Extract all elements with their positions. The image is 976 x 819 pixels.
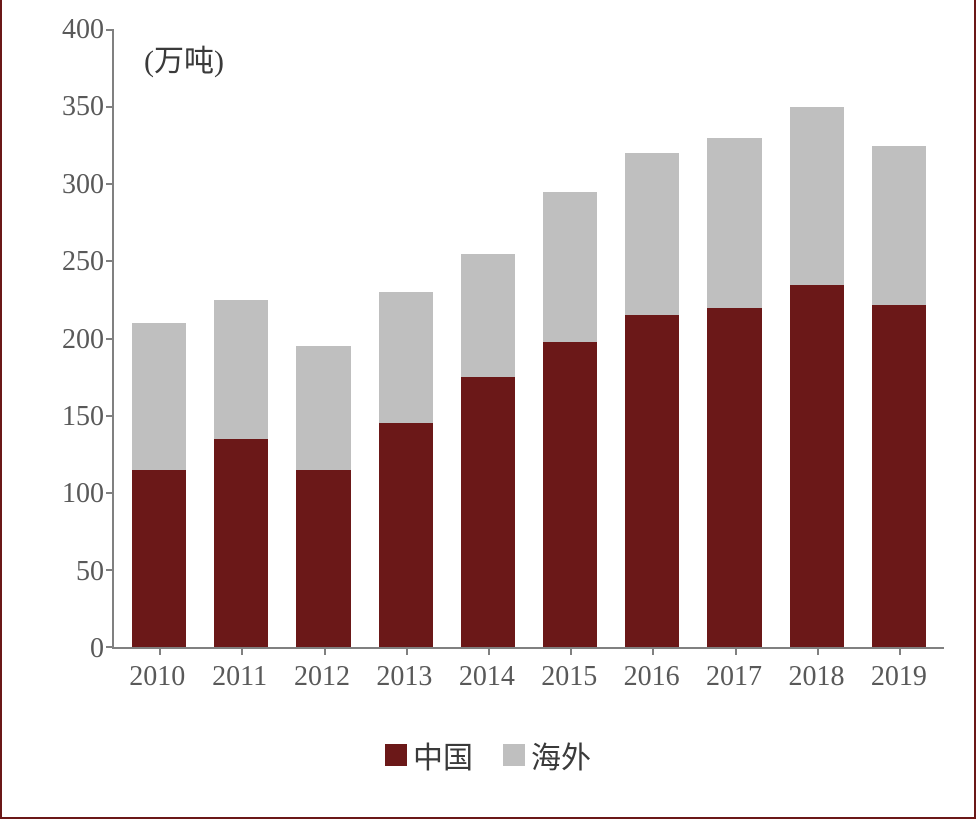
x-tick-label: 2015 [528,649,610,693]
bar-column [776,30,858,647]
legend-item: 中国 [385,733,473,777]
y-tick-label: 250 [62,246,104,278]
x-tick-mark [899,647,901,655]
x-tick-label: 2014 [446,649,528,693]
bar-segment [625,315,679,647]
bar-segment [872,146,926,305]
bar-segment [790,107,844,284]
bar-segment [296,470,350,647]
bar-column [858,30,940,647]
y-tick-label: 350 [62,91,104,123]
x-tick-label: 2011 [198,649,280,693]
bar-segment [543,192,597,342]
bar-segment [543,342,597,647]
bar-stack [214,300,268,647]
legend-swatch [385,744,407,766]
y-tick-label: 100 [62,478,104,510]
bar-segment [461,377,515,647]
bar-segment [872,305,926,647]
bar-column [365,30,447,647]
bar-stack [872,146,926,647]
bar-stack [296,346,350,647]
bar-segment [379,423,433,647]
legend-swatch [503,744,525,766]
x-tick-mark [159,647,161,655]
x-axis: 2010201120122013201420152016201720182019 [112,649,944,693]
bar-stack [461,254,515,647]
y-tick-label: 0 [90,633,104,665]
x-tick-mark [570,647,572,655]
y-tick-label: 50 [76,556,104,588]
y-tick-mark [106,29,114,31]
y-tick-label: 400 [62,14,104,46]
y-axis: 050100150200250300350400 [32,30,112,649]
y-tick-mark [106,415,114,417]
x-tick-label: 2018 [775,649,857,693]
legend-label: 中国 [413,733,473,777]
bar-segment [707,138,761,308]
y-tick-mark [106,646,114,648]
x-tick-label: 2013 [363,649,445,693]
legend-item: 海外 [503,733,591,777]
y-tick-mark [106,106,114,108]
bar-stack [790,107,844,647]
bars-group [114,30,944,647]
bar-stack [379,292,433,647]
plot-row: 050100150200250300350400 (万吨) [32,30,944,649]
bar-segment [625,153,679,315]
plot-area: (万吨) [112,30,944,649]
legend-label: 海外 [531,733,591,777]
x-tick-label: 2016 [610,649,692,693]
y-tick-mark [106,183,114,185]
y-tick-mark [106,569,114,571]
bar-stack [543,192,597,647]
x-tick-mark [652,647,654,655]
x-tick-mark [735,647,737,655]
x-tick-mark [324,647,326,655]
bar-segment [379,292,433,423]
bar-column [529,30,611,647]
bar-column [282,30,364,647]
x-tick-mark [241,647,243,655]
bar-stack [625,153,679,647]
chart-frame: 050100150200250300350400 (万吨) 2010201120… [0,0,976,819]
y-tick-label: 150 [62,401,104,433]
x-tick-label: 2010 [116,649,198,693]
bar-stack [707,138,761,647]
x-tick-mark [488,647,490,655]
x-tick-mark [817,647,819,655]
bar-segment [214,439,268,647]
x-tick-label: 2012 [281,649,363,693]
bar-column [447,30,529,647]
bar-segment [707,308,761,647]
bar-segment [132,470,186,647]
bar-column [118,30,200,647]
x-tick-label: 2019 [858,649,940,693]
bar-segment [132,323,186,470]
bar-segment [790,285,844,647]
y-tick-mark [106,260,114,262]
bar-column [693,30,775,647]
y-tick-label: 300 [62,169,104,201]
x-tick-mark [406,647,408,655]
legend: 中国 海外 [32,693,944,787]
bar-segment [461,254,515,377]
y-tick-label: 200 [62,324,104,356]
bar-segment [296,346,350,469]
bar-segment [214,300,268,439]
bar-stack [132,323,186,647]
x-tick-label: 2017 [693,649,775,693]
bar-column [200,30,282,647]
y-tick-mark [106,338,114,340]
bar-column [611,30,693,647]
y-tick-mark [106,492,114,494]
chart-container: 050100150200250300350400 (万吨) 2010201120… [32,30,944,787]
